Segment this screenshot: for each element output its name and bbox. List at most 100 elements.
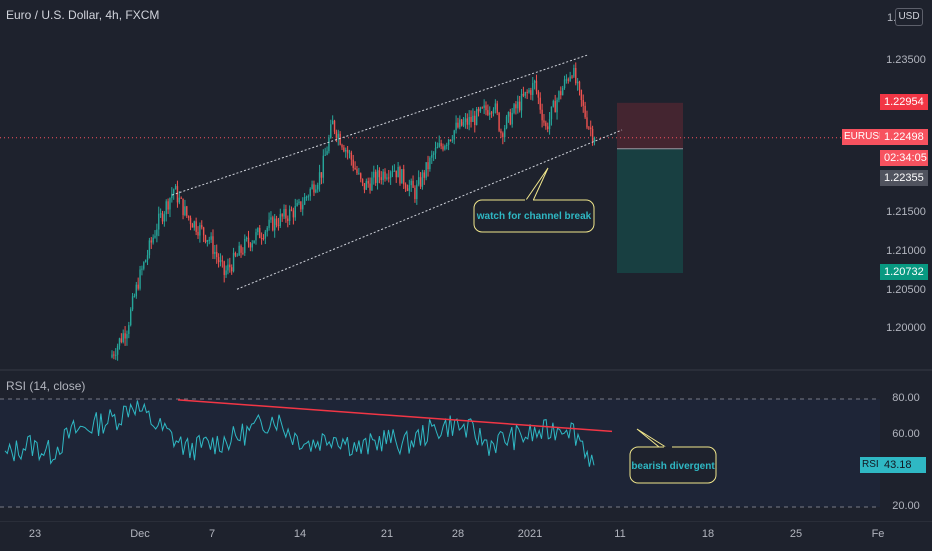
candle-body bbox=[303, 197, 306, 205]
candle-body bbox=[526, 91, 528, 93]
time-label: 21 bbox=[380, 528, 394, 540]
candle-body bbox=[171, 193, 173, 199]
candle-body bbox=[221, 260, 224, 262]
candle-body bbox=[434, 148, 437, 154]
candle-body bbox=[533, 80, 536, 83]
candle-body bbox=[350, 152, 353, 160]
candle-body bbox=[133, 296, 136, 298]
candle-body bbox=[240, 245, 242, 253]
target-price-label: 1.20732 bbox=[880, 264, 928, 280]
candle-body bbox=[273, 218, 276, 231]
candle-body bbox=[455, 122, 457, 131]
channel-callout-text: watch for channel break bbox=[476, 211, 592, 222]
candle-body bbox=[330, 124, 332, 138]
price-tick: 1.20000 bbox=[886, 322, 926, 334]
candle-body bbox=[436, 146, 439, 149]
candle-body bbox=[195, 221, 197, 232]
candle-body bbox=[442, 146, 444, 150]
candle-body bbox=[550, 106, 553, 120]
candle-body bbox=[520, 93, 523, 111]
candle-body bbox=[257, 228, 259, 233]
candle-body bbox=[335, 131, 338, 139]
candle-body bbox=[292, 210, 295, 218]
time-axis[interactable] bbox=[0, 521, 932, 551]
symbol-label: EURUSD bbox=[842, 129, 886, 145]
candle-body bbox=[539, 97, 541, 110]
entry-price-label: 1.22355 bbox=[880, 170, 928, 186]
candle-body bbox=[238, 245, 240, 256]
channel-upper-line bbox=[171, 54, 589, 196]
candle-body bbox=[345, 149, 347, 152]
candle-body bbox=[532, 82, 534, 95]
candle-body bbox=[425, 162, 427, 178]
candle-body bbox=[230, 267, 233, 272]
time-label: 23 bbox=[28, 528, 42, 540]
rsi-line bbox=[4, 400, 595, 467]
candle-body bbox=[567, 79, 569, 81]
candle-body bbox=[414, 187, 416, 199]
price-chart[interactable]: watch for channel break bbox=[0, 0, 880, 368]
candle-body bbox=[552, 101, 555, 107]
candle-body bbox=[489, 112, 491, 115]
candle-body bbox=[216, 251, 218, 258]
candle-body bbox=[460, 119, 463, 126]
candle-body bbox=[139, 269, 141, 289]
candle-body bbox=[573, 67, 575, 77]
panel-divider[interactable] bbox=[0, 369, 932, 371]
candle-body bbox=[339, 133, 341, 145]
candle-body bbox=[193, 221, 195, 228]
candle-body bbox=[453, 130, 455, 140]
candle-body bbox=[199, 225, 201, 236]
candle-body bbox=[255, 232, 257, 241]
candle-body bbox=[210, 236, 212, 240]
candle-body bbox=[548, 119, 551, 130]
candle-body bbox=[208, 239, 210, 241]
candle-body bbox=[477, 109, 480, 112]
candle-body bbox=[543, 120, 545, 123]
candle-body bbox=[169, 198, 171, 210]
candle-body bbox=[302, 204, 304, 210]
candle-body bbox=[556, 99, 558, 113]
candle-body bbox=[141, 268, 143, 270]
rsi-tick: 60.00 bbox=[892, 428, 920, 440]
candle-body bbox=[472, 115, 474, 122]
chart-title: Euro / U.S. Dollar, 4h, FXCM bbox=[6, 8, 160, 22]
currency-button[interactable]: USD bbox=[895, 8, 923, 26]
candle-body bbox=[328, 137, 330, 152]
time-label: Dec bbox=[130, 528, 150, 540]
candle-body bbox=[126, 333, 128, 339]
candle-body bbox=[242, 252, 244, 254]
candle-body bbox=[590, 127, 592, 129]
candle-body bbox=[176, 186, 179, 203]
rsi-callout-text: bearish divergent bbox=[631, 461, 715, 472]
candle-body bbox=[451, 139, 454, 141]
price-tick: 1.21000 bbox=[886, 245, 926, 257]
candle-body bbox=[470, 117, 472, 122]
price-axis[interactable]: 1.23500 1.21500 1.21000 1.20500 1.20000 bbox=[880, 0, 932, 368]
candle-body bbox=[416, 184, 418, 199]
candle-body bbox=[232, 252, 235, 272]
candle-body bbox=[462, 122, 465, 126]
candle-body bbox=[146, 255, 149, 261]
rsi-chart[interactable]: bearish divergent bbox=[0, 371, 880, 521]
price-tick: 1.21500 bbox=[886, 206, 926, 218]
candle-body bbox=[260, 238, 263, 240]
candle-body bbox=[307, 196, 310, 198]
candle-body bbox=[275, 218, 278, 225]
candle-body bbox=[399, 167, 401, 184]
candle-body bbox=[341, 144, 343, 148]
candle-body bbox=[253, 240, 255, 244]
candle-body bbox=[565, 79, 568, 81]
candle-body bbox=[380, 177, 382, 181]
candle-body bbox=[474, 115, 476, 126]
candle-body bbox=[236, 255, 238, 257]
candle-body bbox=[492, 109, 495, 114]
candle-body bbox=[118, 338, 121, 346]
candle-body bbox=[530, 90, 532, 95]
candle-body bbox=[128, 325, 130, 334]
candle-body bbox=[578, 81, 581, 90]
scale-top-partial: 1. bbox=[887, 12, 897, 24]
candle-body bbox=[229, 264, 231, 268]
candle-body bbox=[159, 213, 162, 215]
candle-body bbox=[528, 90, 530, 93]
